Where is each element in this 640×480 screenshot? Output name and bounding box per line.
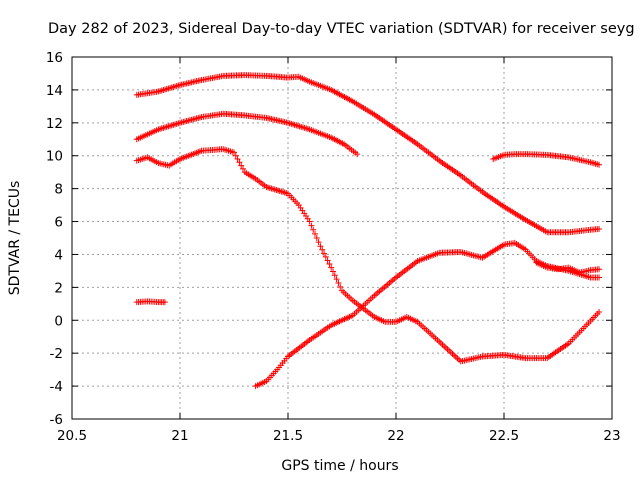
plot-frame bbox=[71, 56, 613, 420]
y-tick-label: -2 bbox=[50, 346, 63, 362]
series-arc-6 bbox=[490, 151, 603, 168]
data-point bbox=[231, 149, 237, 156]
data-point bbox=[315, 239, 322, 246]
y-tick-label: 0 bbox=[54, 313, 63, 329]
series-arc-2 bbox=[133, 110, 361, 158]
y-tick-label: 2 bbox=[54, 280, 63, 296]
data-point bbox=[308, 222, 315, 229]
data-point bbox=[322, 253, 329, 260]
x-axis-label: GPS time / hours bbox=[281, 458, 398, 474]
data-point bbox=[306, 218, 313, 225]
x-tick-label: 22 bbox=[387, 428, 404, 444]
x-tick-label: 21 bbox=[171, 428, 188, 444]
data-point bbox=[238, 162, 245, 169]
data-point bbox=[333, 276, 340, 283]
data-point bbox=[596, 266, 603, 273]
data-point bbox=[240, 165, 246, 172]
data-point bbox=[313, 235, 320, 241]
grid bbox=[72, 57, 612, 419]
x-tick-label: 20.5 bbox=[57, 428, 87, 444]
series-arc-4 bbox=[133, 298, 168, 306]
data-point bbox=[234, 156, 241, 163]
data-point bbox=[310, 226, 317, 233]
data-point bbox=[317, 243, 324, 250]
data-point bbox=[596, 309, 603, 316]
data-point bbox=[330, 268, 336, 275]
data-point bbox=[236, 159, 243, 166]
y-tick-label: 16 bbox=[46, 50, 63, 66]
y-tick-label: 10 bbox=[46, 149, 63, 165]
series-arc-7 bbox=[533, 259, 603, 276]
y-tick-label: -4 bbox=[50, 379, 63, 395]
data-point bbox=[331, 272, 338, 279]
data-point bbox=[321, 250, 327, 257]
data-point bbox=[312, 230, 318, 237]
y-tick-label: 6 bbox=[54, 215, 63, 231]
x-tick-label: 21.5 bbox=[273, 428, 303, 444]
y-tick-label: 14 bbox=[46, 83, 63, 99]
data-point bbox=[232, 152, 239, 159]
data-point bbox=[161, 299, 168, 306]
series-arc-5 bbox=[252, 239, 603, 390]
chart-title: Day 282 of 2023, Sidereal Day-to-day VTE… bbox=[48, 21, 635, 37]
data-point bbox=[596, 225, 603, 232]
data-point bbox=[335, 279, 342, 286]
data-point bbox=[324, 257, 331, 264]
data-point bbox=[319, 246, 326, 253]
series-arc-1 bbox=[133, 72, 603, 236]
data-point bbox=[596, 274, 603, 281]
y-tick-label: 12 bbox=[46, 116, 63, 132]
series-arc-3 bbox=[133, 146, 603, 365]
data-point bbox=[596, 161, 603, 168]
data-point bbox=[328, 264, 335, 271]
x-tick-label: 23 bbox=[603, 428, 620, 444]
data-point bbox=[326, 261, 333, 268]
axis-ticks: 20.5 21 21.5 22 22.5 23 -6 -4 -2 0 2 4 6 8 10 12 14 16 bbox=[46, 50, 621, 444]
data-points bbox=[133, 72, 603, 390]
data-point bbox=[354, 151, 361, 158]
x-tick-label: 22.5 bbox=[489, 428, 519, 444]
y-tick-label: 8 bbox=[54, 182, 63, 198]
y-axis-label: SDTVAR / TECUs bbox=[7, 181, 23, 296]
y-tick-label: 4 bbox=[54, 247, 63, 263]
y-tick-label: -6 bbox=[50, 412, 63, 428]
data-point bbox=[337, 283, 344, 290]
